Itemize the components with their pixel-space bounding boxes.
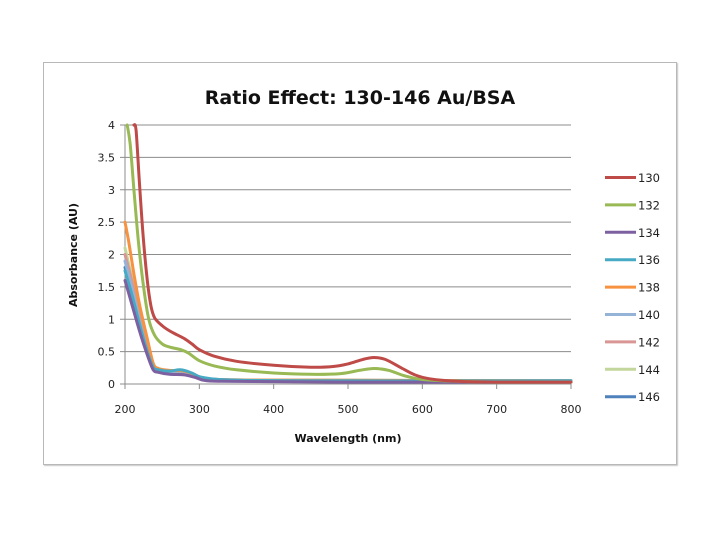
- legend-label: 140: [638, 308, 660, 322]
- x-tick-labels: 200 300 400 500 600 700 800: [115, 403, 582, 416]
- y-tick-label: 2: [108, 249, 115, 262]
- legend-item-134: 134: [605, 226, 660, 240]
- x-tick-label: 800: [561, 403, 582, 416]
- legend-label: 130: [638, 171, 660, 185]
- legend-label: 144: [638, 363, 660, 377]
- legend-label: 136: [638, 253, 660, 267]
- y-tick-labels: 0 0.5 1 1.5 2 2.5 3 3.5 4: [98, 119, 116, 391]
- y-tick-label: 3.5: [98, 151, 116, 164]
- legend-label: 132: [638, 198, 660, 212]
- x-tick-label: 600: [412, 403, 433, 416]
- legend-item-130: 130: [605, 171, 660, 185]
- legend-label: 134: [638, 226, 660, 240]
- legend-item-146: 146: [605, 390, 660, 404]
- chart-title: Ratio Effect: 130-146 Au/BSA: [205, 87, 516, 109]
- legend: 130 132 134 136 138 140 142 144 146: [605, 171, 660, 404]
- axes: [120, 124, 572, 389]
- series-lines: [123, 123, 573, 384]
- legend-item-136: 136: [605, 253, 660, 267]
- gridlines: [125, 124, 571, 353]
- x-tick-label: 500: [338, 403, 359, 416]
- y-tick-label: 4: [108, 119, 115, 132]
- series-line-144: [123, 246, 573, 383]
- chart-frame: [43, 62, 677, 465]
- x-tick-label: 700: [486, 403, 507, 416]
- legend-label: 146: [638, 390, 660, 404]
- legend-item-138: 138: [605, 281, 660, 295]
- series-line-142: [123, 253, 573, 383]
- legend-item-142: 142: [605, 335, 660, 349]
- x-tick-label: 400: [263, 403, 284, 416]
- y-tick-label: 1.5: [98, 281, 116, 294]
- y-tick-label: 0.5: [98, 346, 116, 359]
- x-axis-title: Wavelength (nm): [295, 432, 402, 445]
- y-tick-label: 2.5: [98, 216, 116, 229]
- series-line-130: [132, 123, 573, 384]
- legend-item-132: 132: [605, 198, 660, 212]
- x-tick-label: 300: [189, 403, 210, 416]
- legend-label: 142: [638, 335, 660, 349]
- series-line-134: [123, 278, 573, 384]
- x-tick-label: 200: [115, 403, 136, 416]
- y-tick-label: 0: [108, 378, 115, 391]
- y-tick-label: 1: [108, 313, 115, 326]
- y-axis-title: Absorbance (AU): [67, 203, 80, 307]
- legend-label: 138: [638, 281, 660, 295]
- y-tick-label: 3: [108, 184, 115, 197]
- legend-item-140: 140: [605, 308, 660, 322]
- series-line-132: [125, 123, 573, 384]
- legend-item-144: 144: [605, 363, 660, 377]
